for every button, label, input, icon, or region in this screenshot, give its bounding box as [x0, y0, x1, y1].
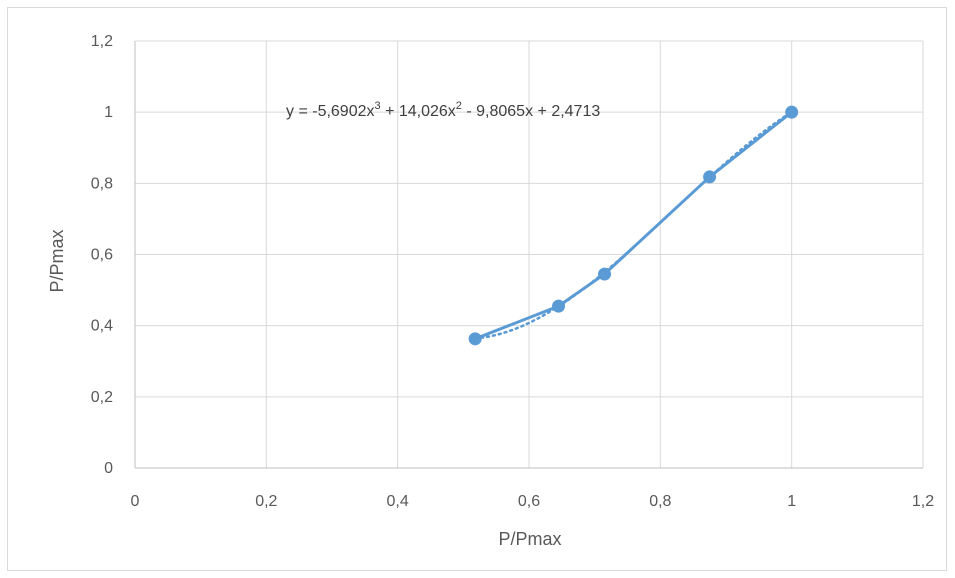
data-point — [598, 267, 612, 281]
x-tick-label: 1,2 — [912, 493, 934, 510]
y-tick-label: 1 — [104, 104, 113, 121]
x-tick-label: 0,6 — [518, 493, 540, 510]
data-point — [552, 299, 566, 313]
y-tick-label: 0,8 — [91, 175, 113, 192]
x-axis-title: P/Pmax — [498, 529, 561, 549]
y-tick-label: 0,4 — [91, 318, 113, 335]
trendline-layer — [473, 110, 793, 340]
axis-layer — [134, 41, 923, 469]
x-tick-label: 1 — [787, 493, 796, 510]
x-tick-label: 0,8 — [649, 493, 671, 510]
chart-frame: 0 0,2 0,4 0,6 0,8 1 1,2 0 0,2 0,4 0,6 0,8 1 1,2 y = -… — [7, 7, 947, 571]
y-tick-label: 1,2 — [91, 33, 113, 50]
trendline — [473, 110, 793, 340]
data-point — [468, 332, 482, 346]
x-tick-label: 0,4 — [387, 493, 409, 510]
data-point — [785, 105, 799, 119]
y-axis-title: P/Pmax — [47, 229, 67, 292]
scatter-chart: 0 0,2 0,4 0,6 0,8 1 1,2 0 0,2 0,4 0,6 0,8 1 1,2 y = -… — [47, 33, 934, 549]
y-tick-label: 0,2 — [91, 389, 113, 406]
y-tick-label: 0 — [104, 460, 113, 477]
x-tick-label: 0 — [131, 493, 140, 510]
x-tick-label: 0,2 — [255, 493, 277, 510]
marker-layer — [468, 105, 799, 346]
y-tick-label: 0,6 — [91, 247, 113, 264]
data-point — [703, 170, 717, 184]
trendline-equation: y = -5,6902x3 + 14,026x2 - 9,8065x + 2,4… — [286, 100, 600, 120]
tick-labels: 0 0,2 0,4 0,6 0,8 1 1,2 0 0,2 0,4 0,6 0,8 1 1,2 — [91, 33, 934, 510]
